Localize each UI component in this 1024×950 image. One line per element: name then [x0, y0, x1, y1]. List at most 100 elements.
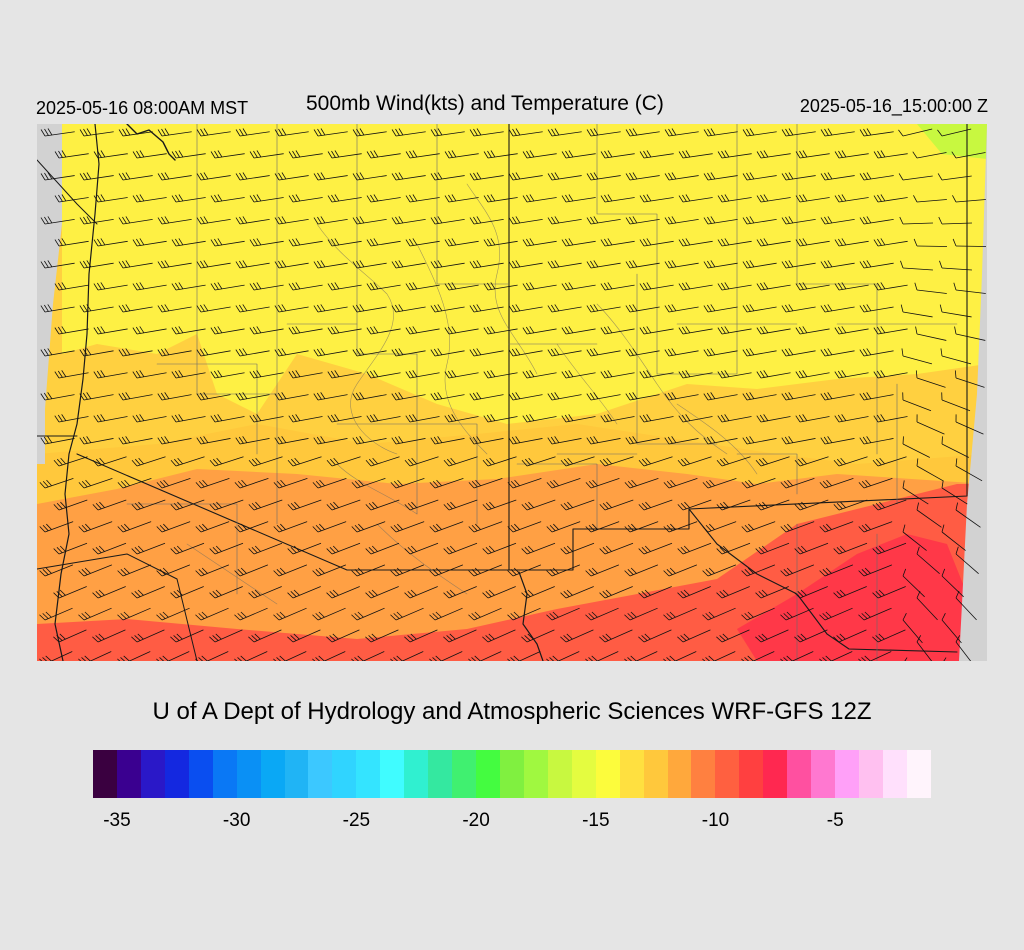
wind-barb	[288, 326, 323, 335]
wind-barb	[781, 216, 816, 225]
wind-barb	[546, 607, 580, 621]
wind-barb	[469, 392, 504, 401]
wind-barb	[508, 436, 543, 445]
wind-barb	[117, 521, 152, 533]
wind-barb	[482, 499, 517, 511]
wind-barb	[916, 546, 940, 575]
wind-barb	[288, 370, 323, 379]
wind-barb	[170, 629, 204, 643]
wind-barb	[40, 436, 75, 445]
wind-barb	[40, 260, 75, 269]
coastline	[54, 124, 100, 661]
wind-barb	[872, 456, 907, 467]
wind-barb	[274, 436, 309, 445]
wind-barb	[234, 521, 269, 533]
colorbar-swatch	[260, 750, 285, 798]
colorbar-swatch	[308, 750, 333, 798]
wind-barb	[405, 414, 440, 423]
wind-barb	[507, 521, 542, 533]
wind-barb	[820, 128, 855, 137]
wind-barb	[664, 260, 699, 269]
wind-barb	[941, 436, 969, 458]
wind-barb	[560, 542, 595, 555]
wind-barb	[625, 260, 660, 269]
wind-barb	[834, 194, 869, 203]
wind-barb	[171, 238, 206, 247]
wind-barb	[585, 607, 619, 621]
wind-barb	[794, 456, 829, 467]
wind-barb	[273, 477, 308, 489]
wind-barb	[171, 150, 206, 159]
wind-barb	[443, 542, 478, 555]
wind-barb	[443, 499, 478, 511]
wind-barb	[156, 651, 190, 661]
wind-barb	[625, 128, 660, 137]
wind-barb	[209, 499, 244, 511]
wind-barb	[916, 458, 944, 482]
wind-barb	[326, 542, 361, 555]
wind-barb	[834, 238, 869, 247]
wind-barb	[756, 370, 791, 379]
wind-barb	[703, 436, 738, 445]
wind-barb	[742, 216, 777, 225]
wind-barb	[391, 260, 426, 269]
wind-barb	[663, 564, 698, 577]
wind-barb	[717, 282, 752, 291]
wind-barb	[327, 326, 362, 335]
wind-barb	[468, 521, 503, 533]
state-border	[76, 124, 968, 571]
wind-barb	[702, 651, 736, 661]
wind-barb	[312, 607, 346, 621]
wind-barb	[833, 586, 867, 599]
wind-barb	[600, 150, 635, 159]
wind-barb	[702, 521, 737, 533]
wind-barb	[901, 348, 933, 365]
wind-barb	[39, 607, 73, 621]
wind-barb	[274, 216, 309, 225]
wind-barb	[639, 370, 674, 379]
wind-barb	[560, 629, 594, 643]
wind-barb	[624, 651, 658, 661]
wind-barb	[834, 326, 869, 335]
wind-barb	[756, 194, 791, 203]
wind-barb	[858, 564, 893, 577]
wind-barb	[902, 568, 925, 598]
wind-barb	[834, 150, 869, 159]
wind-barb	[561, 238, 596, 247]
wind-barb	[234, 651, 268, 661]
river-north	[126, 124, 176, 161]
wind-barb	[93, 326, 128, 335]
wind-barb	[313, 392, 348, 401]
wind-barb	[171, 282, 206, 291]
wind-barb	[93, 370, 128, 379]
wind-barb	[859, 260, 894, 269]
wind-barb	[742, 172, 777, 181]
wind-barb	[196, 216, 231, 225]
colorbar-tick-label: -15	[582, 810, 610, 831]
wind-barb	[352, 128, 387, 137]
wind-barb	[249, 414, 284, 423]
temp-band-hot	[37, 484, 987, 661]
wind-barb	[781, 392, 816, 401]
wind-barb	[915, 326, 947, 341]
wind-barb	[586, 172, 621, 181]
wind-barb	[54, 238, 89, 247]
wind-barb	[702, 607, 736, 621]
wind-barb	[834, 370, 869, 379]
wind-barb	[352, 348, 387, 357]
wind-barb	[210, 150, 245, 159]
wind-barb	[599, 499, 634, 511]
colorbar-swatch	[643, 750, 668, 798]
wind-barb	[209, 586, 243, 599]
wind-barb	[483, 150, 518, 159]
wind-barb	[585, 521, 620, 533]
wind-barb	[249, 370, 284, 379]
wind-barb	[902, 524, 927, 551]
wind-barb	[273, 607, 307, 621]
wind-barb	[716, 542, 751, 555]
colorbar-tick-label: -20	[462, 810, 490, 831]
wind-barb	[833, 542, 868, 555]
wind-barb	[716, 499, 751, 511]
colorbar-tick-labels: -35 -30 -25 -20 -15 -10 -5	[93, 810, 931, 834]
wind-barb	[234, 564, 269, 577]
